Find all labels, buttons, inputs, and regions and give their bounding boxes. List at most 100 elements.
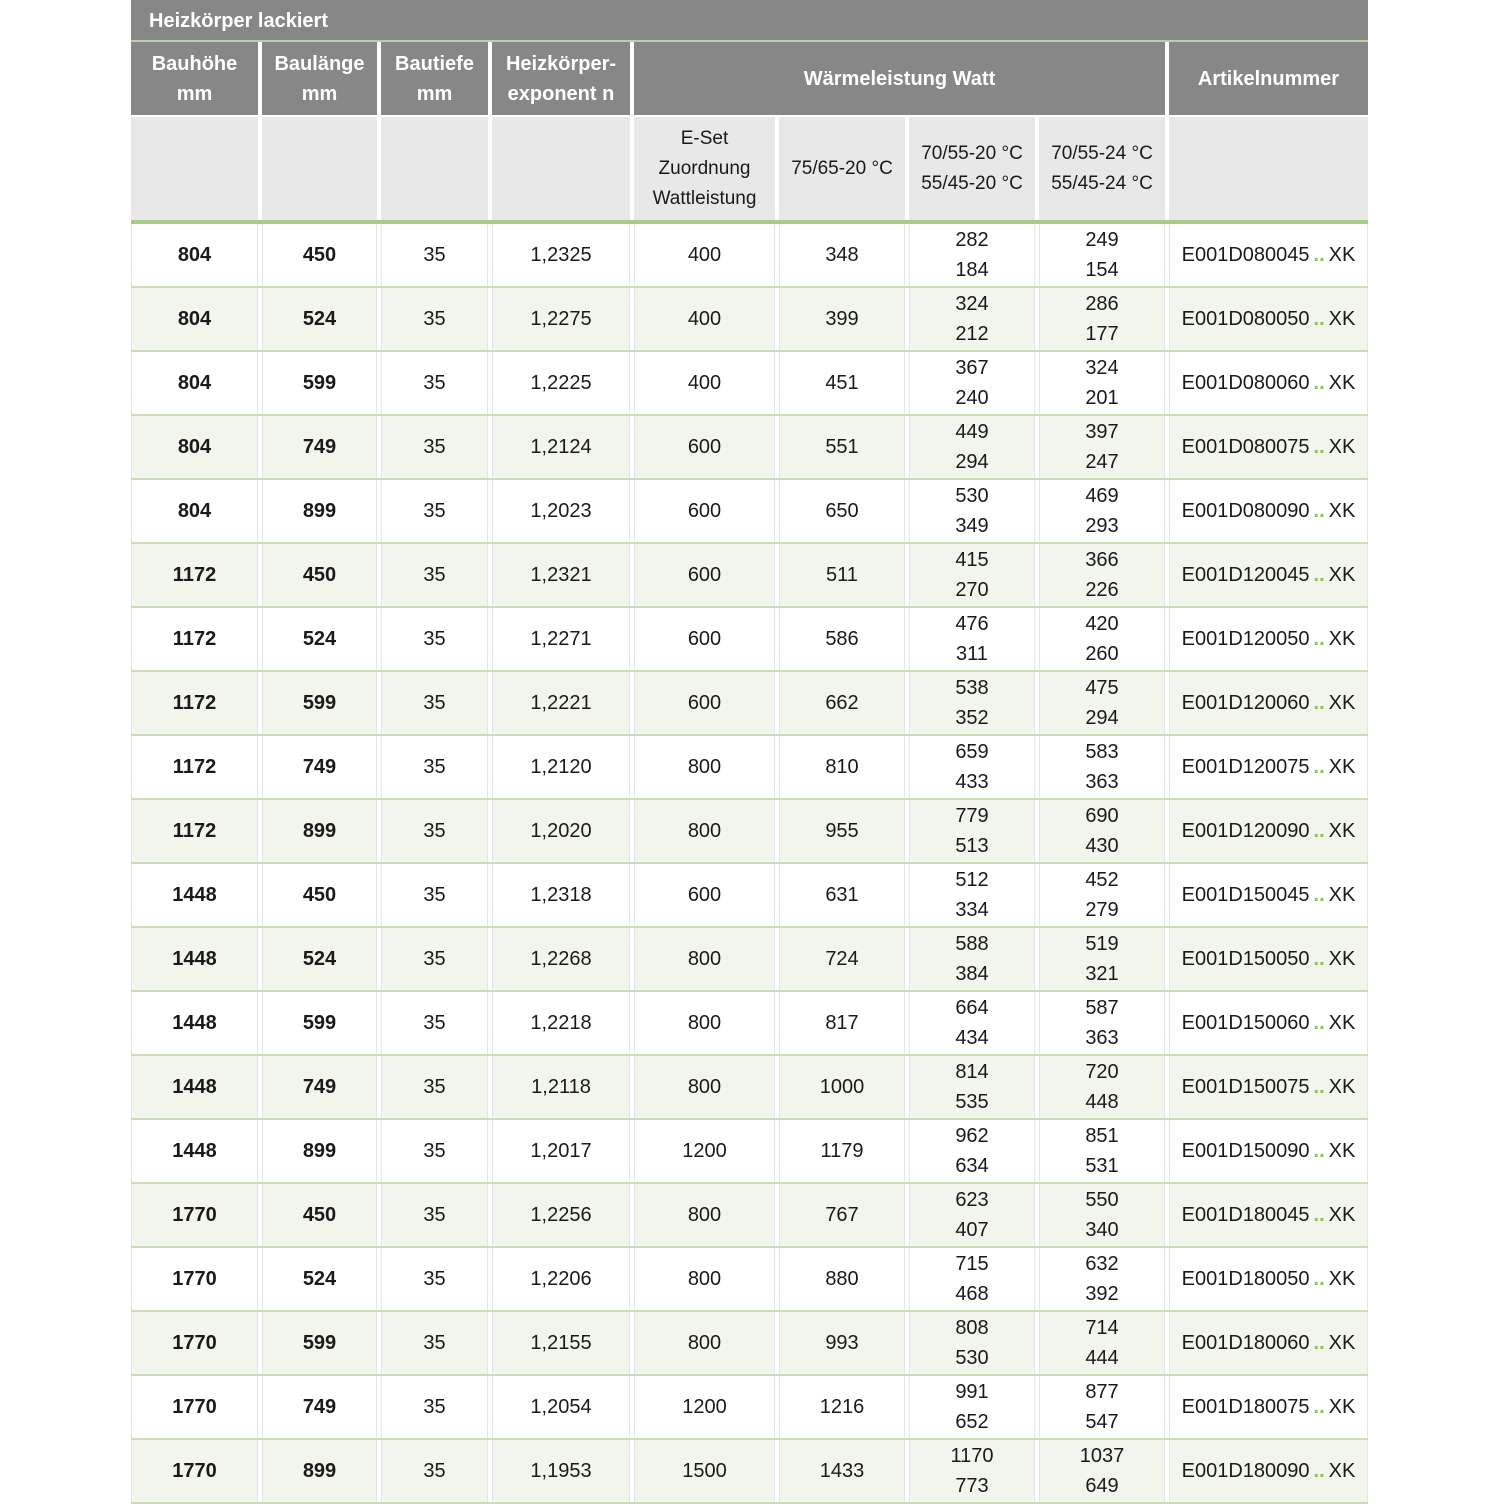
cell-watt-75-65-20: 993 — [779, 1312, 905, 1374]
cell-artikelnummer: E001D120045.. XK — [1169, 544, 1368, 606]
value-upper: 475 — [1085, 677, 1119, 699]
value-lower: 773 — [955, 1475, 989, 1497]
value-lower: 384 — [955, 963, 989, 985]
cell-watt-20c: 659 433 — [909, 736, 1035, 798]
cell-watt-75-65-20: 880 — [779, 1248, 905, 1310]
placeholder-dots: .. — [1313, 1012, 1325, 1034]
table-row: 1448 599 35 1,2218 800 817 664 434 587 363 E001D15… — [131, 992, 1368, 1056]
value-upper: 512 — [955, 869, 989, 891]
value-upper: 991 — [955, 1381, 989, 1403]
cell-bauhoehe: 804 — [131, 224, 258, 286]
value-upper: 808 — [955, 1317, 989, 1339]
value-lower: 201 — [1085, 387, 1119, 409]
cell-watt-75-65-20: 451 — [779, 352, 905, 414]
subheader-text: E-Set — [680, 127, 729, 149]
value-lower: 177 — [1085, 323, 1119, 345]
value-lower: 530 — [955, 1347, 989, 1369]
value-upper: 530 — [955, 485, 989, 507]
subheader-empty — [1169, 117, 1368, 220]
cell-exponent: 1,2275 — [492, 288, 630, 350]
value-lower: 293 — [1085, 515, 1119, 537]
article-suffix: XK — [1328, 1204, 1356, 1226]
article-suffix: XK — [1328, 1332, 1356, 1354]
cell-watt-20c: 962 634 — [909, 1120, 1035, 1182]
value-lower: 444 — [1085, 1347, 1119, 1369]
cell-watt-75-65-20: 586 — [779, 608, 905, 670]
subheader-text: 70/55-24 °C — [1051, 142, 1153, 164]
cell-bautiefe: 35 — [381, 1120, 488, 1182]
subheader-empty — [381, 117, 488, 220]
cell-watt-24c: 714 444 — [1039, 1312, 1165, 1374]
value-lower: 340 — [1085, 1219, 1119, 1241]
article-number: E001D150045 — [1181, 884, 1310, 906]
cell-bauhoehe: 1172 — [131, 544, 258, 606]
header-bauhoehe: Bauhöhe mm — [131, 42, 258, 115]
cell-exponent: 1,2054 — [492, 1376, 630, 1438]
article-suffix: XK — [1328, 628, 1356, 650]
table-row: 1770 899 35 1,1953 1500 1433 1170 773 1037 649 E00… — [131, 1440, 1368, 1504]
cell-watt-24c: 720 448 — [1039, 1056, 1165, 1118]
cell-bautiefe: 35 — [381, 1056, 488, 1118]
value-lower: 649 — [1085, 1475, 1119, 1497]
placeholder-dots: .. — [1313, 1204, 1325, 1226]
cell-bautiefe: 35 — [381, 480, 488, 542]
table-row: 1770 450 35 1,2256 800 767 623 407 550 340 E001D18… — [131, 1184, 1368, 1248]
header-waermeleistung: Wärmeleistung Watt — [634, 42, 1165, 115]
cell-watt-20c: 367 240 — [909, 352, 1035, 414]
value-lower: 349 — [955, 515, 989, 537]
cell-eset: 800 — [634, 1248, 775, 1310]
placeholder-dots: .. — [1313, 628, 1325, 650]
cell-bauhoehe: 1448 — [131, 928, 258, 990]
cell-baulaenge: 450 — [262, 1184, 377, 1246]
placeholder-dots: .. — [1313, 756, 1325, 778]
subheader-text: Wattleistung — [652, 187, 757, 209]
value-lower: 247 — [1085, 451, 1119, 473]
header-bautiefe: Bautiefe mm — [381, 42, 488, 115]
cell-eset: 800 — [634, 736, 775, 798]
value-lower: 434 — [955, 1027, 989, 1049]
cell-artikelnummer: E001D180050.. XK — [1169, 1248, 1368, 1310]
value-upper: 720 — [1085, 1061, 1119, 1083]
value-upper: 550 — [1085, 1189, 1119, 1211]
cell-eset: 1200 — [634, 1120, 775, 1182]
cell-watt-75-65-20: 817 — [779, 992, 905, 1054]
cell-eset: 800 — [634, 1056, 775, 1118]
article-number: E001D150090 — [1181, 1140, 1310, 1162]
cell-artikelnummer: E001D150075.. XK — [1169, 1056, 1368, 1118]
subheader-text: 70/55-20 °C — [921, 142, 1023, 164]
value-lower: 212 — [955, 323, 989, 345]
value-upper: 1037 — [1079, 1445, 1125, 1467]
cell-baulaenge: 524 — [262, 928, 377, 990]
value-lower: 392 — [1085, 1283, 1119, 1305]
article-suffix: XK — [1328, 500, 1356, 522]
cell-watt-75-65-20: 1433 — [779, 1440, 905, 1502]
article-number: E001D180060 — [1181, 1332, 1310, 1354]
placeholder-dots: .. — [1313, 884, 1325, 906]
value-upper: 1170 — [950, 1445, 994, 1467]
cell-baulaenge: 599 — [262, 1312, 377, 1374]
cell-eset: 800 — [634, 928, 775, 990]
cell-watt-75-65-20: 399 — [779, 288, 905, 350]
cell-watt-24c: 420 260 — [1039, 608, 1165, 670]
cell-artikelnummer: E001D080045.. XK — [1169, 224, 1368, 286]
placeholder-dots: .. — [1313, 948, 1325, 970]
cell-artikelnummer: E001D120075.. XK — [1169, 736, 1368, 798]
cell-baulaenge: 749 — [262, 1376, 377, 1438]
cell-exponent: 1,2256 — [492, 1184, 630, 1246]
cell-eset: 600 — [634, 608, 775, 670]
cell-baulaenge: 524 — [262, 288, 377, 350]
cell-bautiefe: 35 — [381, 544, 488, 606]
table-row: 1172 524 35 1,2271 600 586 476 311 420 260 E001D12… — [131, 608, 1368, 672]
cell-exponent: 1,2118 — [492, 1056, 630, 1118]
value-upper: 632 — [1085, 1253, 1119, 1275]
table-row: 1770 599 35 1,2155 800 993 808 530 714 444 E001D18… — [131, 1312, 1368, 1376]
article-suffix: XK — [1328, 1460, 1356, 1482]
radiator-table: Heizkörper lackiert Bauhöhe mm Baulänge mm… — [131, 0, 1368, 1504]
placeholder-dots: .. — [1313, 1460, 1325, 1482]
cell-bautiefe: 35 — [381, 992, 488, 1054]
cell-bautiefe: 35 — [381, 416, 488, 478]
value-upper: 877 — [1085, 1381, 1119, 1403]
cell-watt-20c: 415 270 — [909, 544, 1035, 606]
cell-bautiefe: 35 — [381, 1184, 488, 1246]
cell-watt-24c: 877 547 — [1039, 1376, 1165, 1438]
